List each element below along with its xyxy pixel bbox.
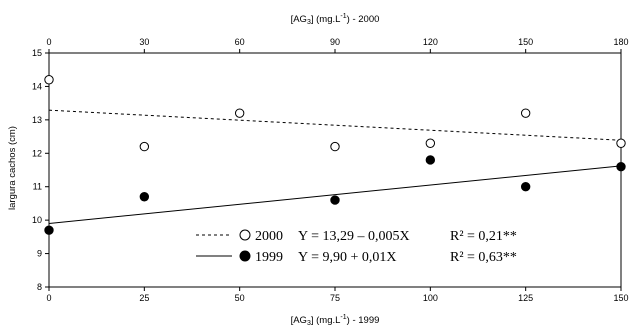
data-point-2000 <box>617 139 625 147</box>
x-top-tick-label: 60 <box>235 37 245 47</box>
trend-line-1999 <box>49 166 621 224</box>
x-bottom-tick-label: 125 <box>518 293 533 303</box>
data-point-2000 <box>331 142 339 150</box>
x-top-tick-label: 150 <box>518 37 533 47</box>
data-point-2000 <box>521 109 529 117</box>
y-tick-label: 13 <box>32 115 42 125</box>
data-point-1999 <box>521 183 529 191</box>
top-axis-title: [AG3] (mg.L-1) - 2000 <box>291 13 380 26</box>
x-top-tick-label: 0 <box>46 37 51 47</box>
x-bottom-tick-label: 100 <box>423 293 438 303</box>
data-point-1999 <box>331 196 339 204</box>
data-point-2000 <box>140 142 148 150</box>
legend-1999-r2: R² = 0,63** <box>450 250 517 265</box>
x-bottom-tick-label: 75 <box>330 293 340 303</box>
x-bottom-tick-label: 50 <box>235 293 245 303</box>
y-tick-label: 14 <box>32 81 42 91</box>
y-tick-label: 12 <box>32 148 42 158</box>
legend-1999-marker <box>240 251 250 261</box>
data-point-1999 <box>617 162 625 170</box>
x-bottom-tick-label: 25 <box>139 293 149 303</box>
legend-2000-equation: Y = 13,29 – 0,005X <box>298 229 410 244</box>
y-axis-title: largura cachos (cm) <box>7 126 18 210</box>
data-point-1999 <box>140 193 148 201</box>
legend: 2000 Y = 13,29 – 0,005X R² = 0,21** 1999… <box>196 229 517 265</box>
legend-2000-name: 2000 <box>255 229 283 244</box>
legend-1999-name: 1999 <box>255 250 283 265</box>
trend-line-2000 <box>49 110 621 140</box>
x-top-tick-label: 30 <box>139 37 149 47</box>
y-tick-label: 8 <box>37 282 42 292</box>
y-tick-label: 15 <box>32 48 42 58</box>
x-top-tick-label: 120 <box>423 37 438 47</box>
x-top-tick-label: 90 <box>330 37 340 47</box>
y-tick-label: 11 <box>33 182 42 192</box>
data-point-2000 <box>45 76 53 84</box>
legend-2000-r2: R² = 0,21** <box>450 229 517 244</box>
data-point-2000 <box>235 109 243 117</box>
data-point-1999 <box>426 156 434 164</box>
legend-2000-marker <box>240 230 250 240</box>
x-bottom-tick-label: 150 <box>613 293 628 303</box>
y-tick-label: 10 <box>32 215 42 225</box>
x-bottom-tick-label: 0 <box>46 293 51 303</box>
y-tick-label: 9 <box>37 249 42 259</box>
data-point-1999 <box>45 226 53 234</box>
legend-1999-equation: Y = 9,90 + 0,01X <box>298 250 397 265</box>
data-point-2000 <box>426 139 434 147</box>
x-top-tick-label: 180 <box>613 37 628 47</box>
bottom-axis-title: [AG3] (mg.L-1) - 1999 <box>291 314 380 327</box>
